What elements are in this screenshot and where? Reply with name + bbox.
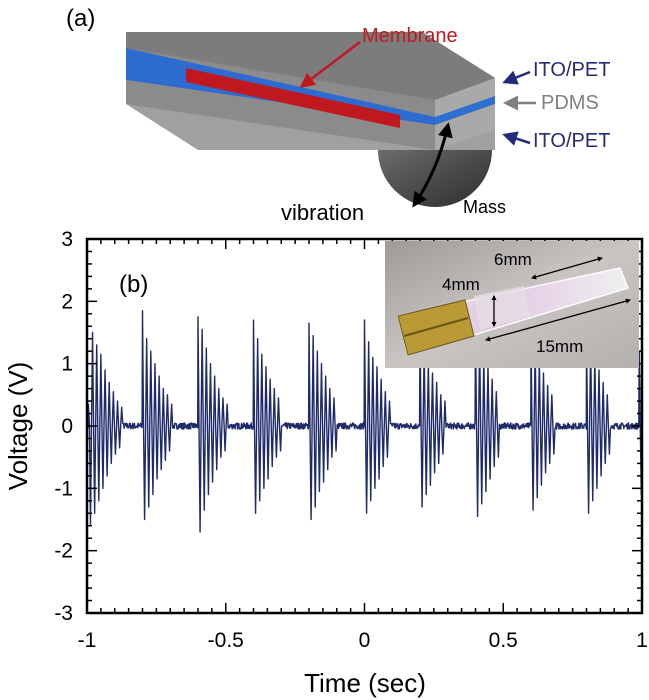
- axis-ticks: -1 -0.5 0 0.5 1 3 2 1 0 -1 -2 -3: [54, 228, 648, 652]
- inset-dim-15mm: 15mm: [536, 337, 583, 356]
- y-tick-label: -3: [54, 602, 73, 625]
- membrane-strip: [186, 68, 400, 128]
- x-tick-label: 1: [636, 629, 648, 652]
- x-tick-label: 0: [359, 629, 371, 652]
- beam-end-top: [435, 78, 495, 117]
- inset-dim-4mm: 4mm: [442, 275, 480, 294]
- beam-top: [126, 32, 495, 100]
- y-tick-label: 0: [61, 415, 73, 438]
- x-tick-label: -1: [78, 629, 97, 652]
- top-layer-arrow: [502, 70, 531, 85]
- membrane-arrow: [299, 41, 361, 88]
- beam-end-blue: [435, 96, 495, 125]
- inset-dim-15mm-arrow: [484, 298, 632, 342]
- vibration-label: vibration: [281, 200, 364, 225]
- panel-b: -1 -0.5 0 0.5 1 3 2 1 0 -1 -2 -3 (b) 6mm 4mm 15mm T…: [3, 228, 648, 698]
- middle-layer-label: PDMS: [541, 92, 599, 114]
- y-tick-label: 1: [61, 353, 73, 376]
- inset-dim-6mm: 6mm: [494, 250, 532, 269]
- x-tick-label: -0.5: [208, 629, 244, 652]
- beam-side-grey-bottom: [126, 80, 435, 150]
- inset-dim-6mm-arrow: [531, 256, 603, 280]
- bottom-layer-arrow: [502, 131, 531, 146]
- bottom-layer-label: ITO/PET: [533, 130, 610, 152]
- panel-a-label: (a): [66, 5, 95, 32]
- panel-a: (a) Membrane ITO/PET PDMS ITO/PET: [66, 5, 610, 225]
- top-layer-label: ITO/PET: [533, 59, 610, 81]
- x-tick-label: 0.5: [489, 629, 518, 652]
- membrane-label: Membrane: [362, 25, 458, 47]
- y-axis-label: Voltage (V): [3, 362, 33, 491]
- vibration-arrow: [412, 122, 453, 208]
- panel-b-label: (b): [119, 271, 148, 298]
- y-tick-label: -2: [54, 540, 73, 563]
- mass-label: Mass: [463, 197, 506, 217]
- inset-photo: 6mm 4mm 15mm: [385, 241, 639, 368]
- x-axis-label: Time (sec): [304, 668, 426, 698]
- y-tick-label: -1: [54, 477, 73, 500]
- y-tick-label: 3: [61, 228, 73, 251]
- series-line: [87, 309, 642, 533]
- inset-electrode-line: [403, 317, 469, 337]
- y-tick-label: 2: [61, 290, 73, 313]
